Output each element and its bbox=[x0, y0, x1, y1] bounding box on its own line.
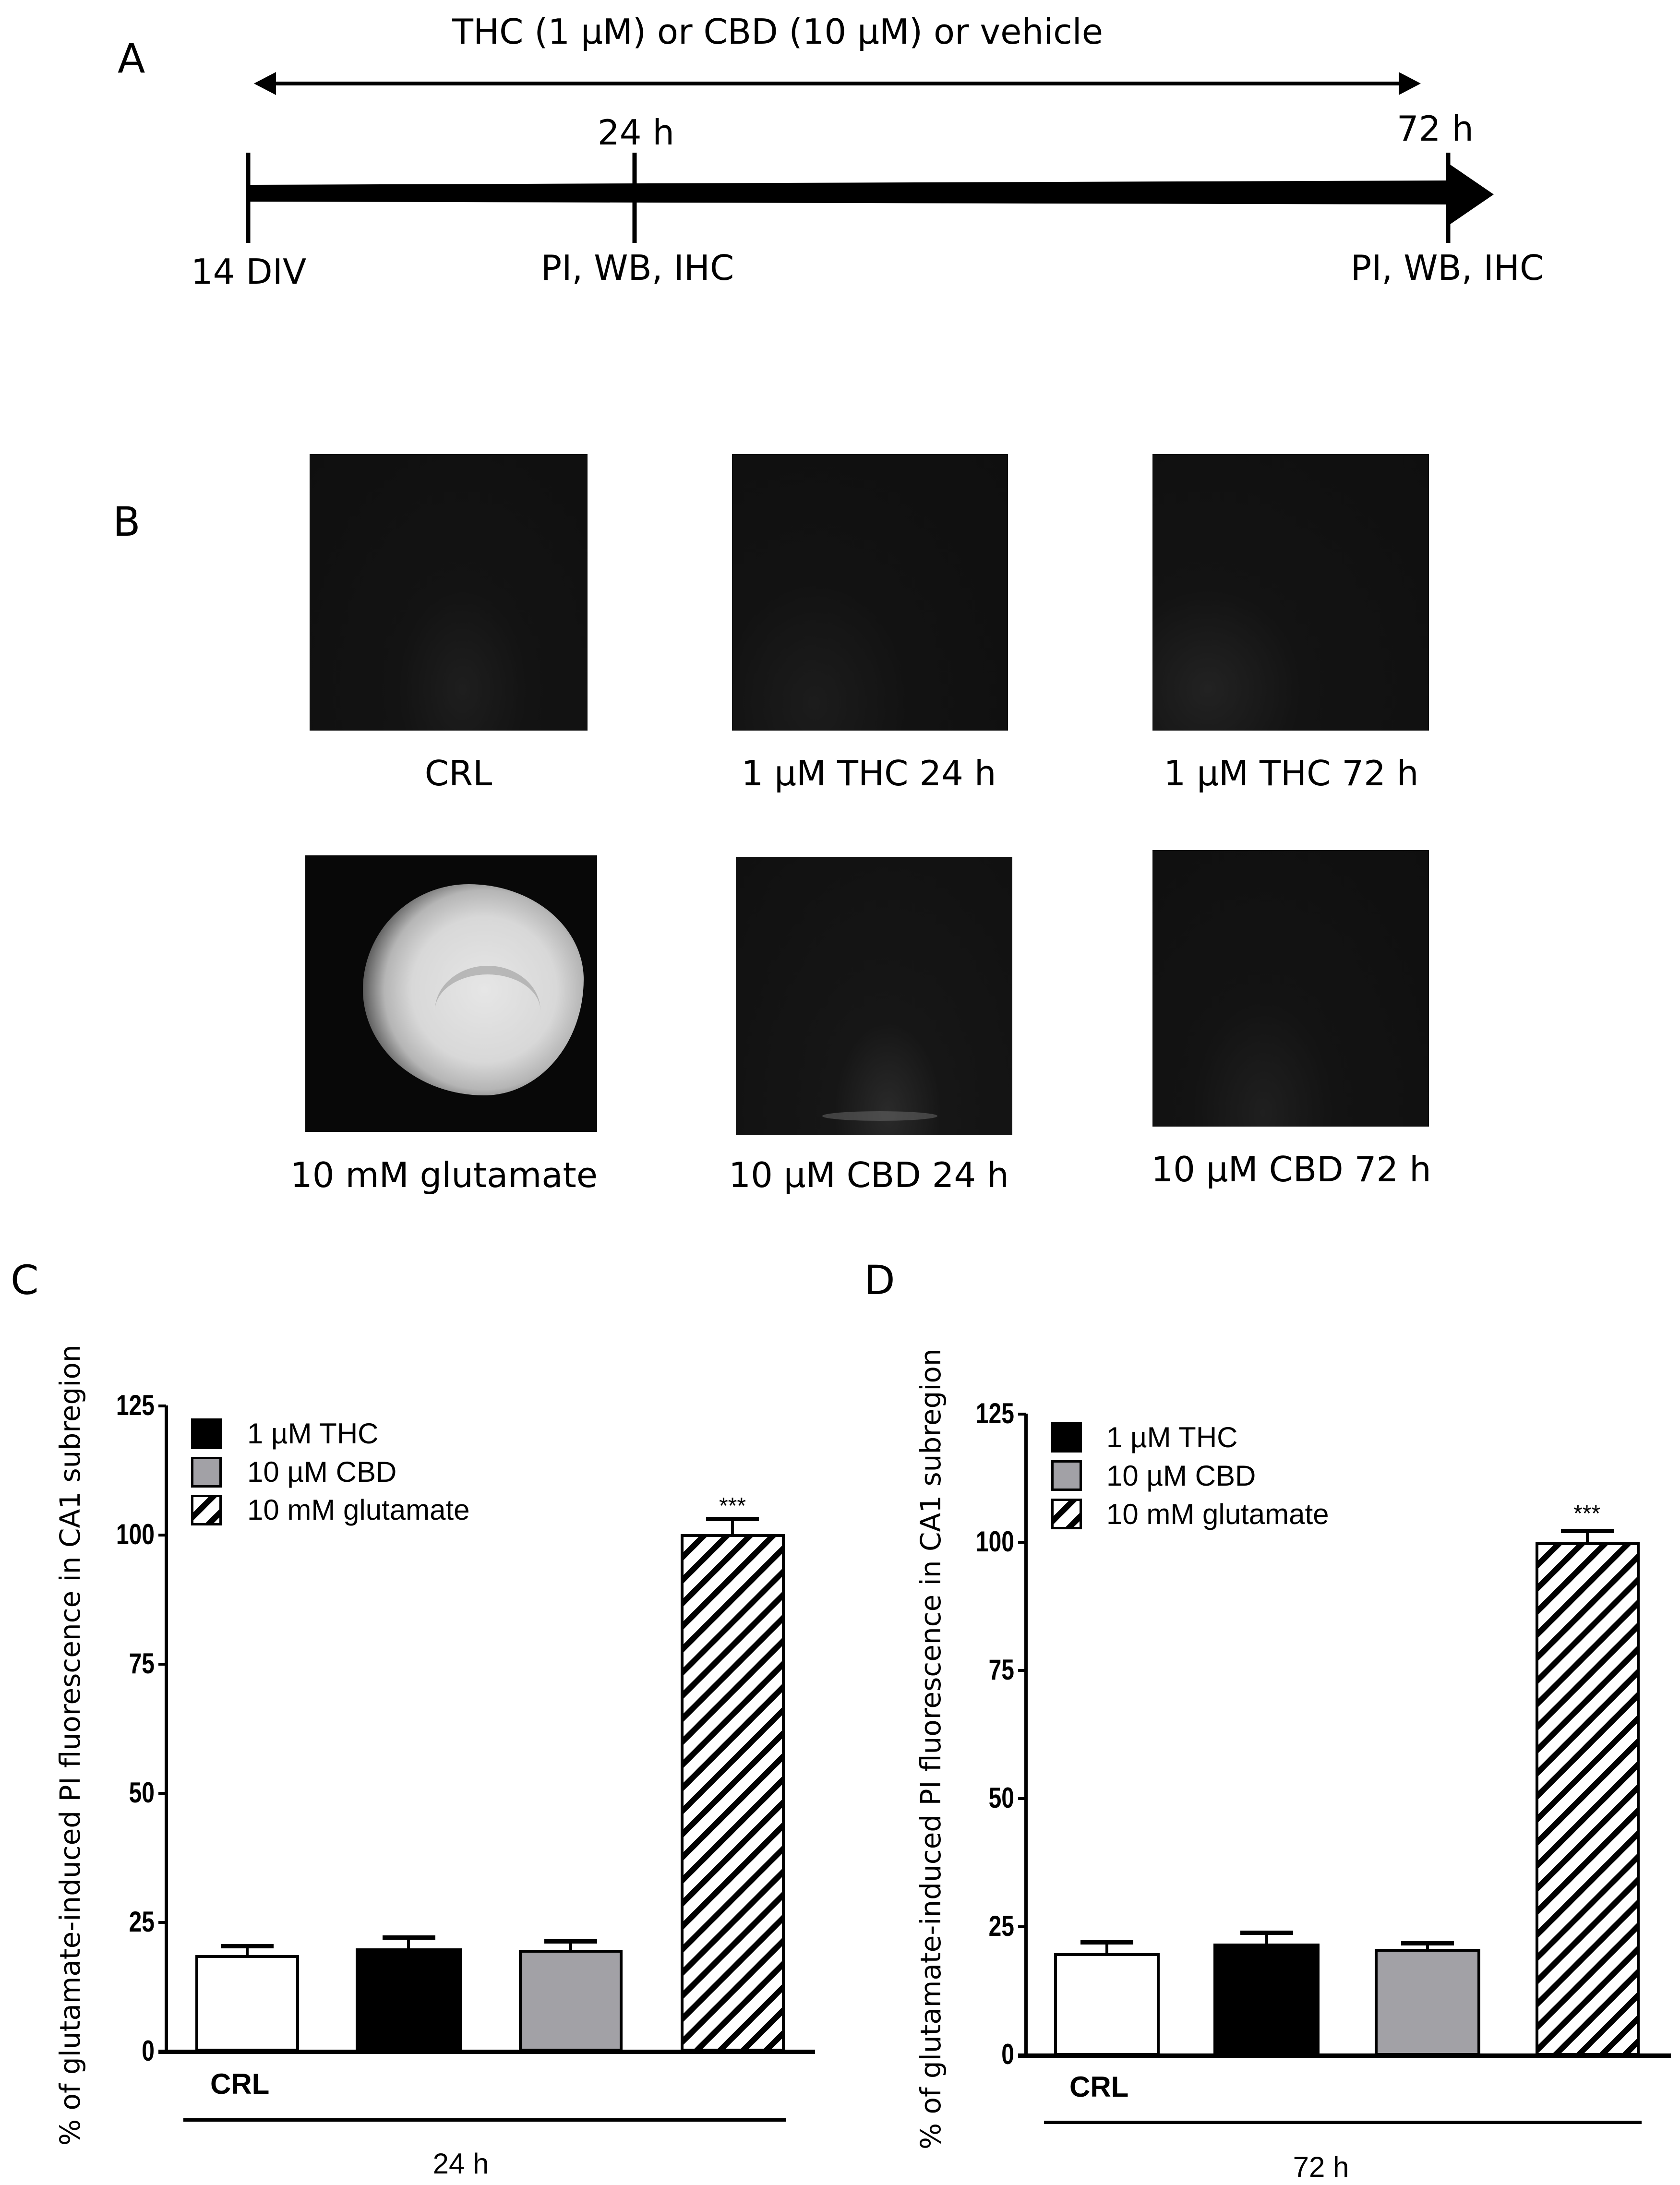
y-axis-title: % of glutamate-induced PI fluorescence i… bbox=[54, 1345, 86, 2146]
timeline-diagram bbox=[246, 72, 1494, 243]
micrograph-label-crl: CRL bbox=[424, 753, 492, 793]
bar-glutamate bbox=[681, 1534, 785, 2052]
legend-label-cbd: 10 µM CBD bbox=[247, 1456, 397, 1488]
bar-glutamate bbox=[1536, 1542, 1640, 2056]
panel-letter-c: C bbox=[11, 1257, 39, 1304]
micrograph-glutamate bbox=[305, 855, 597, 1132]
y-axis bbox=[1024, 1414, 1028, 2057]
error-bar-cap bbox=[383, 1935, 435, 1940]
error-bar-cap bbox=[1080, 1940, 1133, 1945]
group-underline bbox=[1044, 2121, 1642, 2124]
y-tick-label: 25 bbox=[988, 1910, 1014, 1942]
x-axis-title: 72 h bbox=[1293, 2151, 1349, 2183]
y-tick-label: 75 bbox=[988, 1654, 1014, 1686]
y-tick-label: 125 bbox=[975, 1397, 1014, 1429]
panel-letter-b: B bbox=[113, 498, 141, 545]
legend-swatch-cbd bbox=[191, 1457, 222, 1488]
y-tick bbox=[158, 1792, 166, 1795]
significance-stars: *** bbox=[719, 1493, 746, 1519]
panel-letter-a: A bbox=[118, 35, 145, 82]
y-tick-label: 50 bbox=[129, 1777, 155, 1809]
bar-crl bbox=[1054, 1953, 1160, 2056]
error-bar bbox=[1586, 1531, 1589, 1543]
y-tick bbox=[158, 1663, 166, 1666]
legend-label-glutamate: 10 mM glutamate bbox=[247, 1494, 470, 1526]
y-tick-label: 50 bbox=[988, 1782, 1014, 1814]
y-tick bbox=[1018, 1541, 1026, 1544]
assay-72h-label: PI, WB, IHC bbox=[1350, 248, 1544, 288]
category-label-crl: CRL bbox=[210, 2068, 270, 2100]
legend-label-thc: 1 µM THC bbox=[1106, 1421, 1238, 1453]
error-bar bbox=[246, 1946, 249, 1957]
y-tick-label: 100 bbox=[975, 1525, 1014, 1558]
error-bar-cap bbox=[1240, 1931, 1293, 1935]
micrograph-crl bbox=[310, 454, 588, 731]
y-tick-label: 100 bbox=[116, 1518, 155, 1550]
y-tick-label: 75 bbox=[129, 1647, 155, 1680]
faint-edge-glow bbox=[822, 1111, 937, 1121]
y-tick bbox=[1018, 1669, 1026, 1672]
micrograph-label-cbd-24h: 10 µM CBD 24 h bbox=[729, 1155, 1009, 1195]
legend-label-thc: 1 µM THC bbox=[247, 1417, 379, 1450]
bar-thc bbox=[1213, 1944, 1320, 2056]
legend-swatch-glutamate bbox=[191, 1495, 222, 1525]
y-tick bbox=[1018, 1413, 1026, 1416]
treatment-duration-arrow bbox=[254, 72, 1421, 95]
error-bar-cap bbox=[706, 1517, 759, 1521]
micrograph-cbd-24h bbox=[736, 857, 1012, 1135]
error-bar bbox=[569, 1941, 572, 1951]
y-tick bbox=[158, 1405, 166, 1407]
y-tick bbox=[1018, 1925, 1026, 1928]
timepoint-24h-label: 24 h bbox=[597, 112, 675, 153]
y-axis-title: % of glutamate-induced PI fluorescence i… bbox=[914, 1348, 947, 2149]
micrograph-label-thc-24h: 1 µM THC 24 h bbox=[741, 753, 996, 793]
legend-swatch-thc bbox=[191, 1418, 222, 1449]
legend-swatch-cbd bbox=[1051, 1460, 1082, 1491]
micrograph-thc-24h bbox=[732, 454, 1008, 731]
y-tick bbox=[1018, 1797, 1026, 1800]
micrograph-label-glutamate: 10 mM glutamate bbox=[290, 1155, 598, 1195]
y-tick bbox=[158, 1534, 166, 1537]
x-axis bbox=[158, 2050, 815, 2054]
micrograph-thc-72h bbox=[1152, 454, 1429, 731]
y-axis bbox=[165, 1405, 168, 2053]
error-bar bbox=[1265, 1933, 1268, 1945]
timeline-arrow bbox=[247, 163, 1494, 226]
error-bar-cap bbox=[544, 1939, 597, 1944]
error-bar bbox=[731, 1519, 734, 1535]
y-tick-label: 0 bbox=[142, 2035, 155, 2067]
significance-stars: *** bbox=[1573, 1501, 1601, 1526]
bar-cbd bbox=[519, 1950, 623, 2052]
y-tick bbox=[158, 1921, 166, 1924]
legend-swatch-glutamate bbox=[1051, 1499, 1082, 1529]
panel-letter-d: D bbox=[864, 1257, 895, 1304]
x-axis-title: 24 h bbox=[432, 2148, 489, 2180]
assay-24h-label: PI, WB, IHC bbox=[540, 248, 734, 288]
micrograph-cbd-72h bbox=[1152, 850, 1429, 1127]
error-bar-cap bbox=[1561, 1529, 1614, 1533]
y-tick-label: 0 bbox=[1001, 2038, 1014, 2070]
bar-thc bbox=[356, 1948, 462, 2052]
error-bar-cap bbox=[1401, 1941, 1454, 1945]
hippocampal-fold-shading bbox=[435, 966, 540, 1056]
treatment-label: THC (1 µM) or CBD (10 µM) or vehicle bbox=[452, 12, 1103, 52]
group-underline bbox=[183, 2118, 786, 2122]
bar-crl bbox=[195, 1955, 299, 2052]
x-axis bbox=[1018, 2053, 1671, 2058]
error-bar-cap bbox=[221, 1944, 274, 1948]
legend-swatch-thc bbox=[1051, 1422, 1082, 1453]
error-bar bbox=[1426, 1943, 1429, 1950]
category-label-crl: CRL bbox=[1069, 2071, 1129, 2103]
error-bar bbox=[407, 1937, 410, 1950]
micrograph-label-cbd-72h: 10 µM CBD 72 h bbox=[1151, 1149, 1431, 1189]
start-14div-label: 14 DIV bbox=[191, 252, 307, 292]
timepoint-72h-label: 72 h bbox=[1396, 108, 1474, 149]
y-tick-label: 125 bbox=[116, 1389, 155, 1421]
legend-label-cbd: 10 µM CBD bbox=[1106, 1460, 1256, 1492]
error-bar bbox=[1105, 1942, 1108, 1955]
bar-cbd bbox=[1375, 1949, 1480, 2056]
micrograph-label-thc-72h: 1 µM THC 72 h bbox=[1164, 753, 1419, 793]
legend-label-glutamate: 10 mM glutamate bbox=[1106, 1498, 1329, 1530]
y-tick-label: 25 bbox=[129, 1906, 155, 1938]
